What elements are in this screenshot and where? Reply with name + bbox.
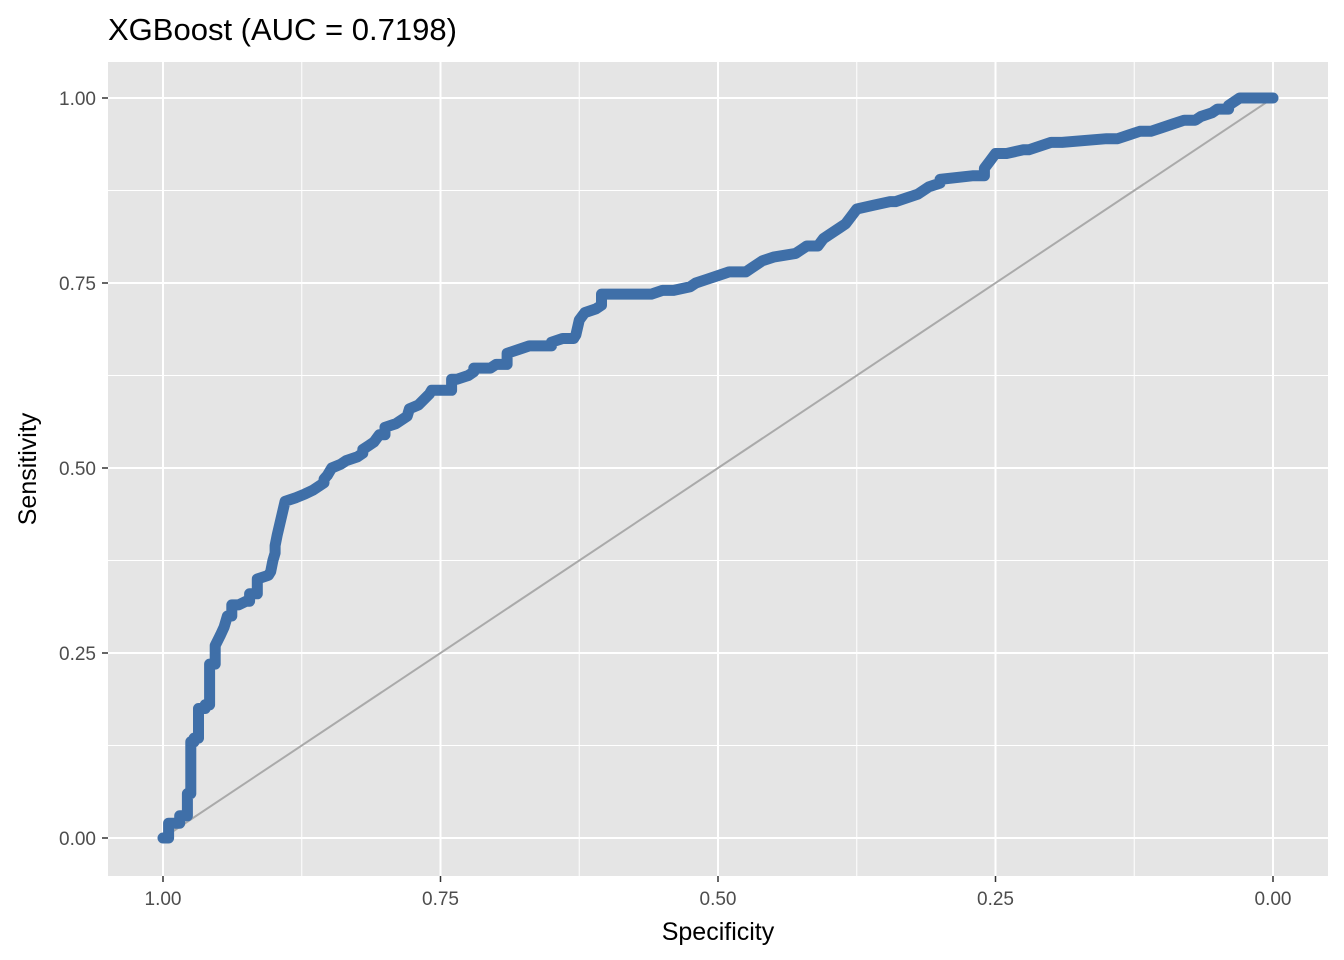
roc-curve-line bbox=[157, 92, 1279, 844]
y-axis-ticks: 0.00 0.25 0.50 0.75 1.00 bbox=[59, 89, 108, 850]
reference-diagonal-line bbox=[162, 97, 1274, 839]
x-axis-ticks: 1.00 0.75 0.50 0.25 0.00 bbox=[145, 876, 1292, 910]
y-tick-label: 0.25 bbox=[59, 644, 96, 665]
x-axis-title: Specificity bbox=[662, 918, 775, 946]
chart-title: XGBoost (AUC = 0.7198) bbox=[108, 12, 457, 47]
x-tick-label: 1.00 bbox=[145, 889, 182, 910]
x-tick-label: 0.00 bbox=[1255, 889, 1292, 910]
x-tick-label: 0.50 bbox=[700, 889, 737, 910]
y-axis-title: Sensitivity bbox=[14, 412, 42, 525]
y-tick-label: 0.75 bbox=[59, 274, 96, 295]
x-tick-label: 0.75 bbox=[422, 889, 459, 910]
x-tick-label: 0.25 bbox=[977, 889, 1014, 910]
y-tick-label: 0.50 bbox=[59, 459, 96, 480]
y-tick-label: 1.00 bbox=[59, 89, 96, 110]
y-tick-label: 0.00 bbox=[59, 829, 96, 850]
